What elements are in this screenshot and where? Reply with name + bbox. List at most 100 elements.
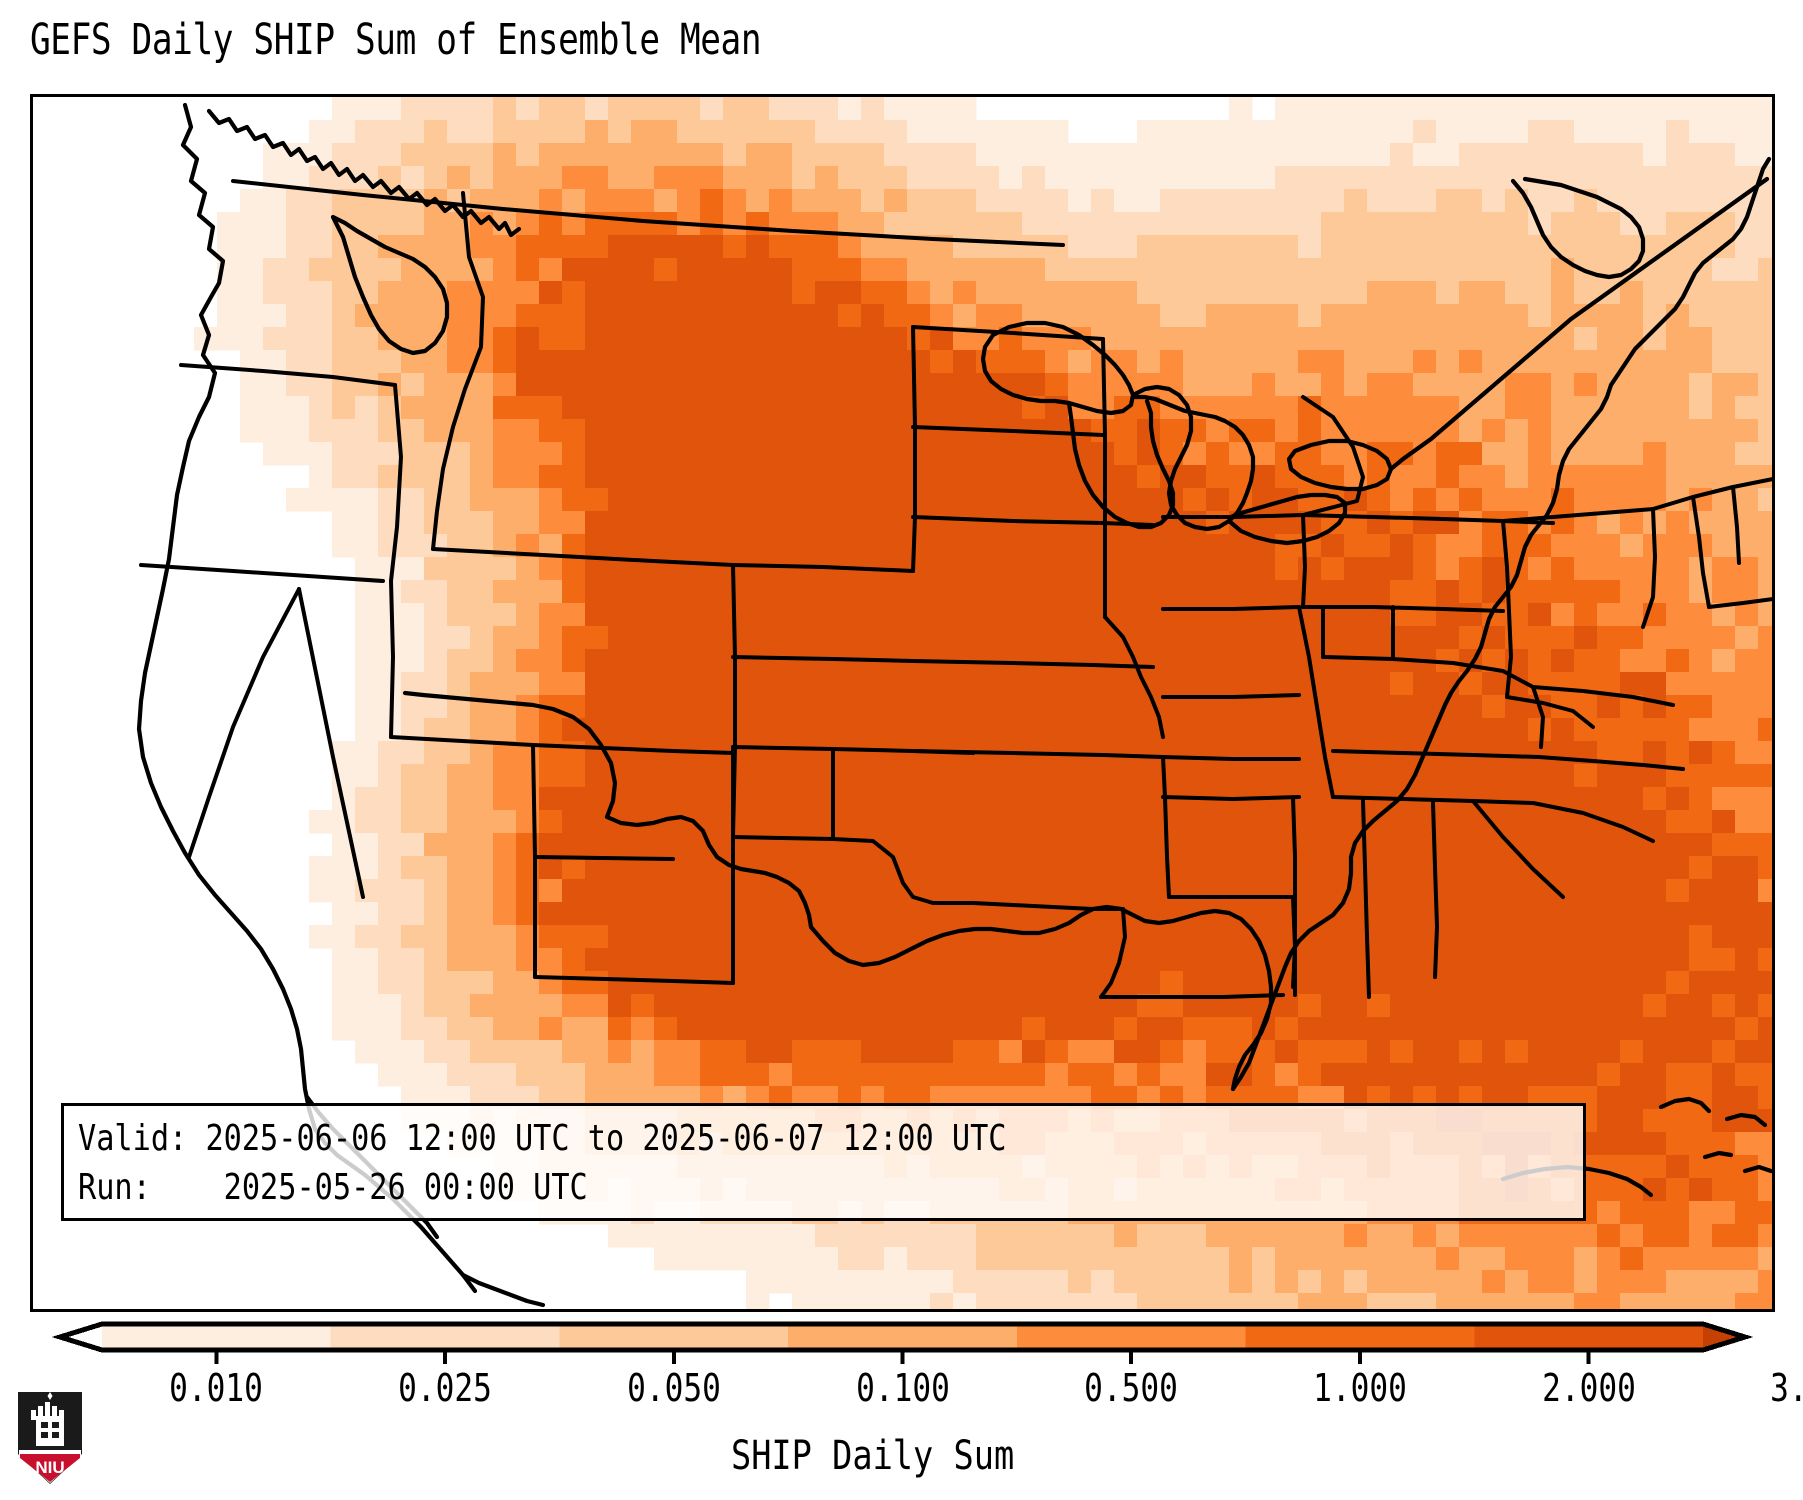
- grid-cell: [1390, 948, 1414, 972]
- grid-cell: [1758, 212, 1772, 236]
- grid-cell: [1022, 350, 1046, 374]
- grid-cell: [1229, 304, 1253, 328]
- grid-cell: [401, 879, 425, 903]
- grid-cell: [884, 1040, 908, 1064]
- grid-cell: [309, 810, 333, 834]
- grid-cell: [976, 281, 1000, 305]
- grid-cell: [1620, 1201, 1644, 1225]
- page-title: GEFS Daily SHIP Sum of Ensemble Mean: [30, 15, 762, 65]
- grid-cell: [631, 833, 655, 857]
- grid-cell: [1252, 166, 1276, 190]
- grid-cell: [1321, 465, 1345, 489]
- grid-cell: [1666, 971, 1690, 995]
- grid-cell: [1643, 948, 1667, 972]
- grid-cell: [1551, 557, 1575, 581]
- grid-cell: [355, 695, 379, 719]
- grid-cell: [930, 879, 954, 903]
- grid-cell: [240, 235, 264, 259]
- grid-cell: [792, 396, 816, 420]
- grid-cell: [539, 120, 563, 144]
- grid-cell: [1367, 488, 1391, 512]
- grid-cell: [608, 120, 632, 144]
- grid-cell: [1229, 1293, 1253, 1309]
- grid-cell: [976, 373, 1000, 397]
- grid-cell: [1712, 1224, 1736, 1248]
- grid-cell: [1068, 1293, 1092, 1309]
- grid-cell: [907, 258, 931, 282]
- grid-cell: [1252, 258, 1276, 282]
- grid-cell: [1528, 1270, 1552, 1294]
- grid-cell: [953, 994, 977, 1018]
- grid-cell: [1528, 856, 1552, 880]
- grid-cell: [1390, 488, 1414, 512]
- grid-cell: [976, 1017, 1000, 1041]
- grid-cell: [1620, 235, 1644, 259]
- grid-cell: [1505, 856, 1529, 880]
- grid-cell: [631, 465, 655, 489]
- grid-cell: [585, 488, 609, 512]
- grid-cell: [815, 856, 839, 880]
- grid-cell: [1597, 1178, 1621, 1202]
- grid-cell: [1758, 419, 1772, 443]
- grid-cell: [1091, 994, 1115, 1018]
- grid-cell: [401, 833, 425, 857]
- grid-cell: [1367, 994, 1391, 1018]
- grid-cell: [677, 327, 701, 351]
- grid-cell: [1459, 879, 1483, 903]
- grid-cell: [792, 649, 816, 673]
- grid-cell: [1528, 166, 1552, 190]
- niu-shield-logo: NIU: [18, 1392, 82, 1484]
- grid-cell: [746, 718, 770, 742]
- grid-cell: [976, 718, 1000, 742]
- grid-cell: [378, 1063, 402, 1087]
- grid-cell: [516, 327, 540, 351]
- grid-cell: [1505, 879, 1529, 903]
- grid-cell: [1114, 603, 1138, 627]
- grid-cell: [1643, 396, 1667, 420]
- grid-cell: [1758, 1247, 1772, 1271]
- grid-cell: [378, 557, 402, 581]
- colorbar-band: [102, 1324, 332, 1350]
- grid-cell: [769, 189, 793, 213]
- grid-cell: [953, 580, 977, 604]
- grid-cell: [1390, 718, 1414, 742]
- grid-cell: [1436, 718, 1460, 742]
- grid-cell: [1505, 350, 1529, 374]
- grid-cell: [447, 511, 471, 535]
- grid-cell: [1459, 120, 1483, 144]
- grid-cell: [1735, 396, 1759, 420]
- grid-cell: [884, 258, 908, 282]
- grid-cell: [861, 396, 885, 420]
- grid-cell: [1183, 1247, 1207, 1271]
- grid-cell: [976, 534, 1000, 558]
- grid-cell: [1160, 718, 1184, 742]
- grid-cell: [723, 442, 747, 466]
- grid-cell: [631, 120, 655, 144]
- grid-cell: [1390, 419, 1414, 443]
- grid-cell: [1413, 1040, 1437, 1064]
- grid-cell: [1528, 879, 1552, 903]
- grid-cell: [1689, 1247, 1713, 1271]
- grid-cell: [1551, 925, 1575, 949]
- grid-cell: [1206, 833, 1230, 857]
- grid-cell: [516, 258, 540, 282]
- grid-cell: [815, 925, 839, 949]
- grid-cell: [585, 235, 609, 259]
- grid-cell: [631, 741, 655, 765]
- grid-cell: [424, 718, 448, 742]
- grid-cell: [1321, 764, 1345, 788]
- grid-cell: [1298, 833, 1322, 857]
- grid-cell: [562, 97, 586, 121]
- grid-cell: [1137, 350, 1161, 374]
- grid-cell: [792, 258, 816, 282]
- grid-cell: [401, 925, 425, 949]
- grid-cell: [1229, 649, 1253, 673]
- grid-cell: [1321, 1293, 1345, 1309]
- grid-cell: [1344, 695, 1368, 719]
- grid-cell: [1712, 281, 1736, 305]
- grid-cell: [562, 925, 586, 949]
- grid-cell: [884, 143, 908, 167]
- grid-cell: [1597, 1293, 1621, 1309]
- grid-cell: [1689, 419, 1713, 443]
- grid-cell: [999, 534, 1023, 558]
